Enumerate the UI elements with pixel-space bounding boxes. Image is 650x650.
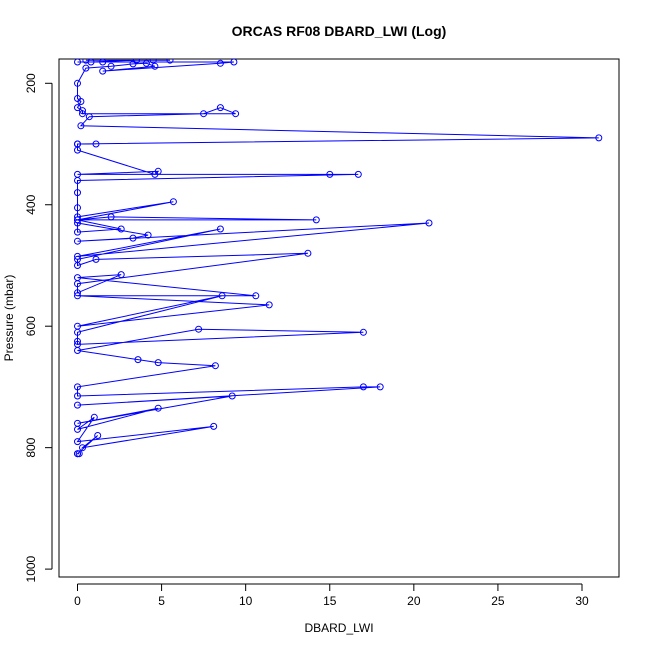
- y-tick-label: 200: [24, 73, 38, 93]
- data-point: [74, 216, 81, 224]
- data-point: [92, 140, 100, 148]
- data-point: [425, 219, 433, 227]
- data-point: [117, 271, 125, 279]
- data-point: [216, 104, 224, 112]
- data-point: [74, 252, 81, 260]
- y-tick-label: 800: [24, 437, 38, 457]
- data-point: [149, 59, 157, 64]
- series-line: [76, 59, 599, 455]
- data-point: [232, 110, 240, 118]
- data-point: [107, 62, 115, 70]
- data-point: [166, 59, 174, 64]
- data-point: [169, 198, 177, 206]
- data-point: [74, 274, 81, 282]
- data-point: [77, 98, 85, 105]
- data-point: [129, 234, 137, 242]
- data-point: [74, 262, 81, 269]
- data-point: [359, 383, 367, 391]
- data-point: [79, 110, 86, 118]
- y-tick-label: 600: [24, 316, 38, 336]
- data-point: [74, 204, 81, 212]
- data-point: [595, 134, 603, 142]
- data-point: [74, 425, 81, 433]
- data-point: [99, 59, 107, 66]
- x-tick-label: 25: [491, 594, 505, 608]
- data-point: [129, 60, 137, 68]
- data-point: [74, 292, 81, 300]
- data-point: [304, 249, 312, 257]
- data-point: [92, 255, 100, 263]
- data-point: [154, 404, 162, 412]
- data-point: [74, 189, 81, 197]
- data-point: [74, 383, 81, 391]
- data-point: [151, 62, 159, 70]
- data-point: [74, 79, 81, 87]
- data-point: [79, 107, 86, 115]
- data-point: [74, 219, 81, 227]
- data-point: [74, 237, 81, 245]
- data-point: [74, 104, 81, 112]
- data-point: [90, 413, 98, 421]
- y-tick-label: 1000: [24, 555, 38, 582]
- data-point: [216, 225, 224, 233]
- data-point: [154, 167, 162, 175]
- data-point: [74, 59, 81, 66]
- series-layer: [74, 59, 603, 458]
- data-point: [74, 228, 81, 236]
- data-point: [218, 292, 226, 300]
- data-point: [74, 146, 81, 154]
- data-point: [354, 170, 362, 178]
- data-point: [75, 450, 83, 458]
- data-point: [210, 422, 218, 430]
- data-point: [74, 177, 81, 184]
- data-point: [79, 444, 86, 452]
- data-point: [195, 325, 203, 333]
- data-point: [94, 432, 102, 439]
- y-axis-title: Pressure (mbar): [2, 275, 16, 362]
- data-point: [99, 67, 107, 75]
- x-tick-label: 5: [158, 594, 165, 608]
- x-tick-label: 20: [407, 594, 421, 608]
- data-point: [74, 401, 81, 409]
- x-tick-label: 30: [575, 594, 589, 608]
- data-point: [312, 216, 320, 224]
- data-point: [87, 59, 95, 66]
- data-point: [359, 328, 367, 336]
- data-point: [200, 110, 208, 118]
- data-point: [230, 59, 238, 66]
- data-point: [74, 438, 81, 446]
- data-point: [376, 383, 384, 391]
- data-point: [142, 59, 150, 67]
- y-tick-label: 400: [24, 194, 38, 214]
- data-point: [252, 292, 260, 300]
- data-point: [74, 392, 81, 400]
- data-point: [265, 301, 273, 309]
- data-point: [74, 328, 81, 336]
- data-point: [117, 225, 125, 233]
- data-point: [134, 356, 142, 364]
- data-point: [216, 59, 224, 67]
- data-point: [144, 231, 152, 239]
- data-point: [154, 359, 162, 367]
- data-point: [211, 362, 219, 370]
- data-point: [326, 170, 334, 178]
- data-point: [107, 213, 115, 221]
- x-axis: 0 5 10 15 20 25 30: [74, 583, 589, 608]
- data-point: [228, 392, 236, 400]
- data-point: [77, 122, 85, 130]
- y-axis: 200 400 600 800 1000: [24, 73, 53, 582]
- data-point: [85, 113, 93, 121]
- x-tick-label: 10: [239, 594, 253, 608]
- chart-title: ORCAS RF08 DBARD_LWI (Log): [232, 23, 447, 39]
- plot-frame: [58, 58, 620, 578]
- data-point: [74, 347, 81, 354]
- data-point: [74, 289, 81, 297]
- x-tick-label: 15: [323, 594, 337, 608]
- x-axis-title: DBARD_LWI: [304, 621, 373, 635]
- x-tick-label: 0: [74, 594, 81, 608]
- data-point: [74, 337, 81, 345]
- data-point: [82, 64, 90, 72]
